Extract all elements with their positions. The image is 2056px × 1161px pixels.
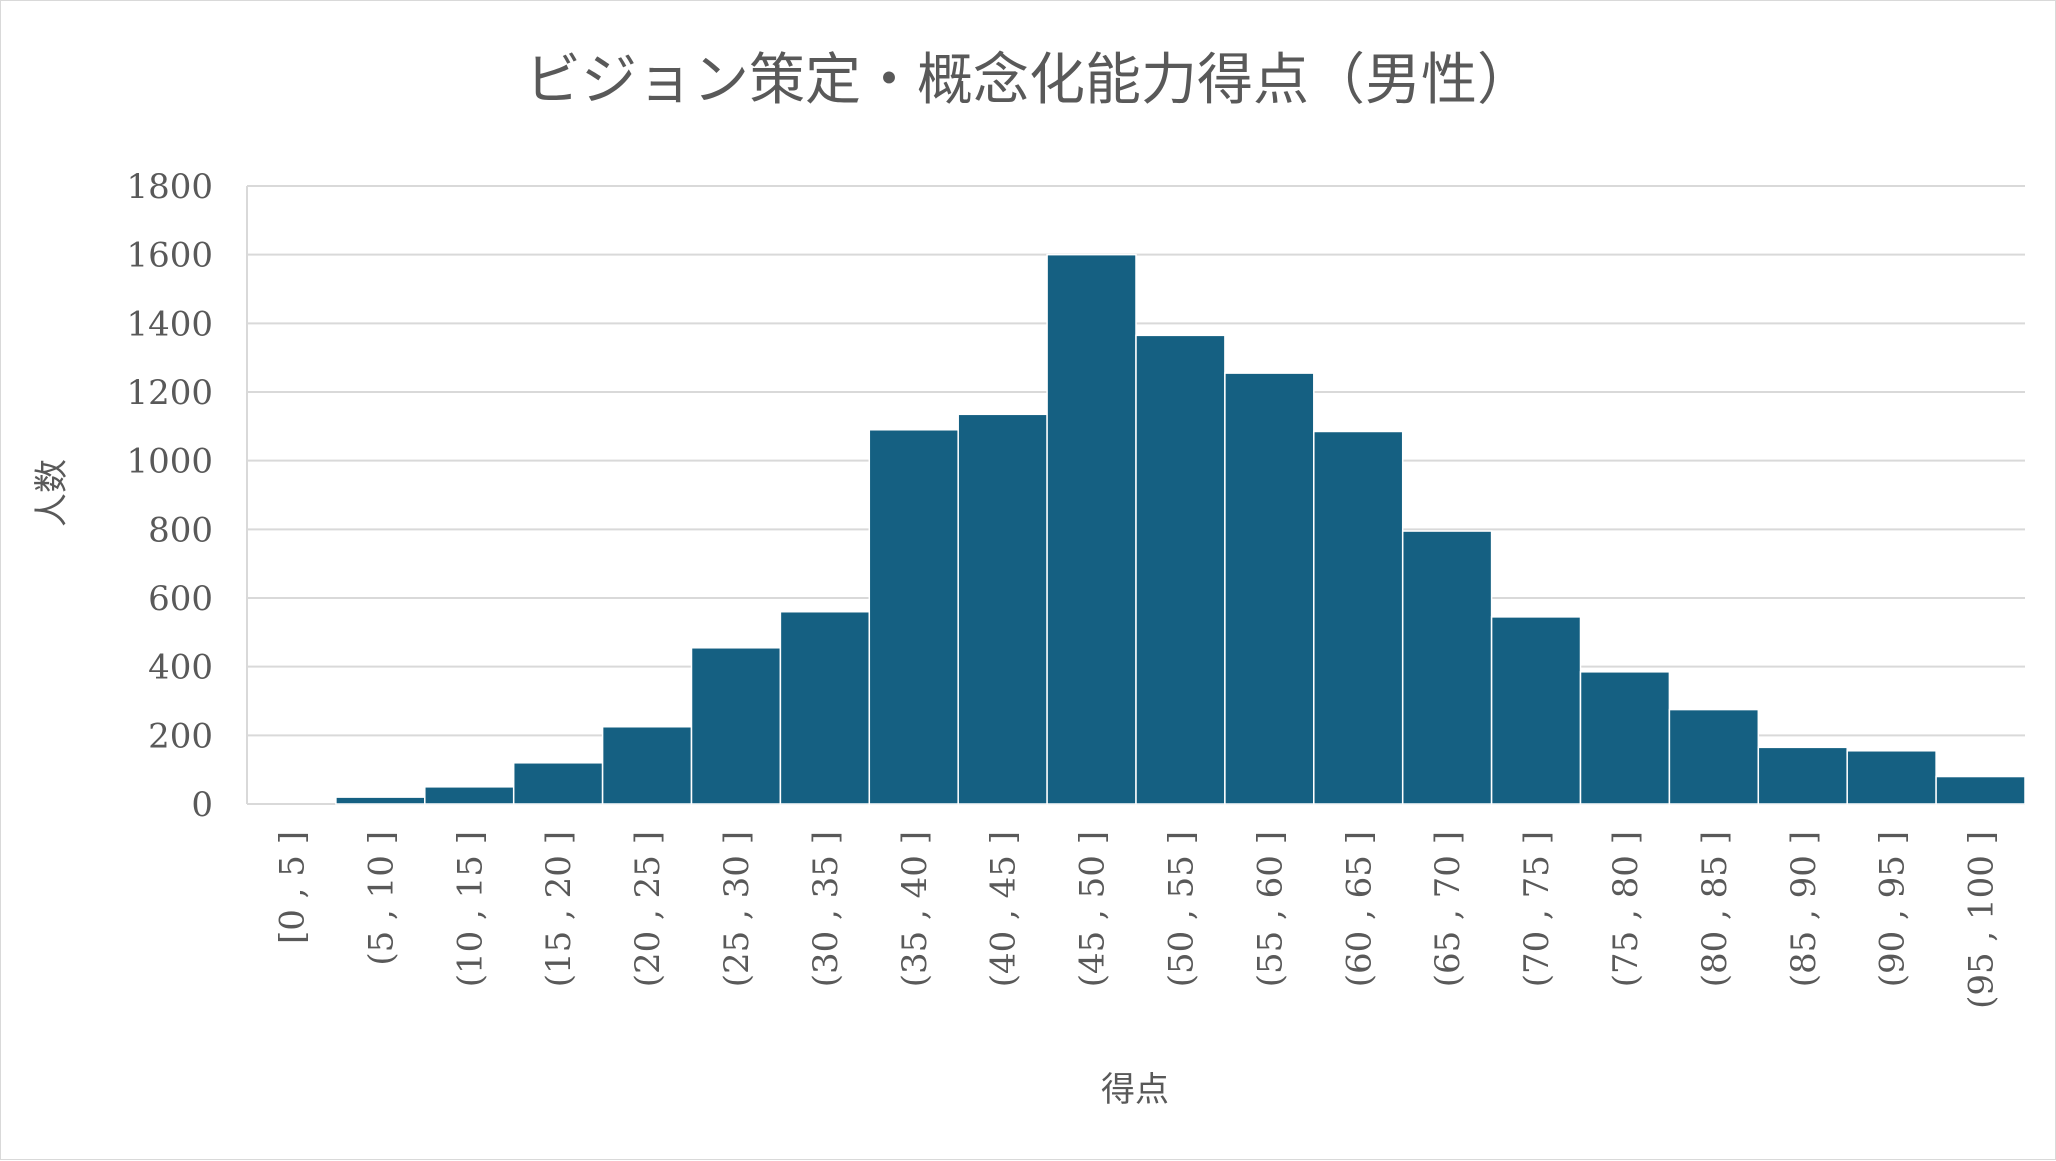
x-tick-label: (40 , 45 ] bbox=[984, 831, 1024, 987]
histogram-bar bbox=[335, 796, 426, 805]
x-tick-label: (55 , 60 ] bbox=[1250, 831, 1290, 987]
bars bbox=[335, 253, 2026, 805]
x-tick-label: [0 , 5 ] bbox=[272, 831, 312, 944]
histogram-bar bbox=[868, 429, 959, 805]
x-axis-ticks: [0 , 5 ] (5 , 10 ] (10 , 15 ] (15 , 20 ] (20… bbox=[272, 831, 2001, 1009]
x-tick-label: (10 , 15 ] bbox=[450, 831, 490, 987]
x-tick-label: (20 , 25 ] bbox=[628, 831, 668, 987]
y-tick-label: 200 bbox=[148, 716, 213, 756]
y-tick-label: 600 bbox=[148, 579, 213, 619]
x-tick-label: (95 , 100 ] bbox=[1962, 831, 2002, 1009]
y-tick-label: 1800 bbox=[126, 167, 213, 207]
histogram-bar bbox=[1135, 334, 1226, 805]
histogram-bar bbox=[1579, 671, 1671, 805]
histogram-bar bbox=[690, 647, 782, 805]
histogram-bar bbox=[957, 413, 1048, 805]
x-tick-label: (75 , 80 ] bbox=[1606, 831, 1646, 987]
histogram-bar bbox=[512, 762, 604, 805]
y-axis-title: 人数 bbox=[32, 459, 72, 527]
y-tick-label: 1000 bbox=[126, 442, 213, 482]
histogram-bar bbox=[1757, 746, 1848, 805]
x-tick-label: (45 , 50 ] bbox=[1073, 831, 1113, 987]
histogram-bar bbox=[779, 610, 871, 805]
histogram-bar bbox=[424, 786, 515, 805]
x-tick-label: (15 , 20 ] bbox=[539, 831, 579, 987]
histogram-bar bbox=[1490, 616, 1582, 805]
x-tick-label: (35 , 40 ] bbox=[895, 831, 935, 987]
histogram-bar bbox=[1846, 750, 1937, 805]
x-tick-label: (90 , 95 ] bbox=[1873, 831, 1913, 987]
y-tick-label: 1400 bbox=[126, 304, 213, 344]
x-axis-title: 得点 bbox=[1101, 1070, 1169, 1110]
y-tick-label: 1200 bbox=[126, 373, 213, 413]
histogram-bar bbox=[1224, 372, 1315, 805]
x-tick-label: (85 , 90 ] bbox=[1784, 831, 1824, 987]
histogram-bar bbox=[1935, 775, 2026, 805]
histogram-bar bbox=[1668, 708, 1760, 805]
y-tick-label: 0 bbox=[191, 785, 213, 825]
histogram-bar bbox=[1046, 253, 1137, 805]
x-tick-label: (80 , 85 ] bbox=[1695, 831, 1735, 987]
y-tick-label: 1600 bbox=[126, 236, 213, 276]
y-axis-ticks: 0 200 400 600 800 1000 1200 1400 1600 1800 bbox=[126, 167, 213, 825]
y-tick-label: 400 bbox=[148, 648, 213, 688]
x-tick-label: (70 , 75 ] bbox=[1517, 831, 1557, 987]
x-tick-label: (60 , 65 ] bbox=[1339, 831, 1379, 987]
x-tick-label: (50 , 55 ] bbox=[1161, 831, 1201, 987]
x-tick-label: (30 , 35 ] bbox=[806, 831, 846, 987]
x-tick-label: (65 , 70 ] bbox=[1428, 831, 1468, 987]
x-tick-label: (25 , 30 ] bbox=[717, 831, 757, 987]
y-tick-label: 800 bbox=[148, 510, 213, 550]
histogram-bar bbox=[1401, 530, 1493, 805]
x-tick-label: (5 , 10 ] bbox=[361, 831, 401, 966]
histogram-bar bbox=[601, 726, 693, 805]
chart-title: ビジョン策定・概念化能力得点（男性） bbox=[525, 48, 1533, 113]
histogram-bar bbox=[1313, 430, 1404, 805]
